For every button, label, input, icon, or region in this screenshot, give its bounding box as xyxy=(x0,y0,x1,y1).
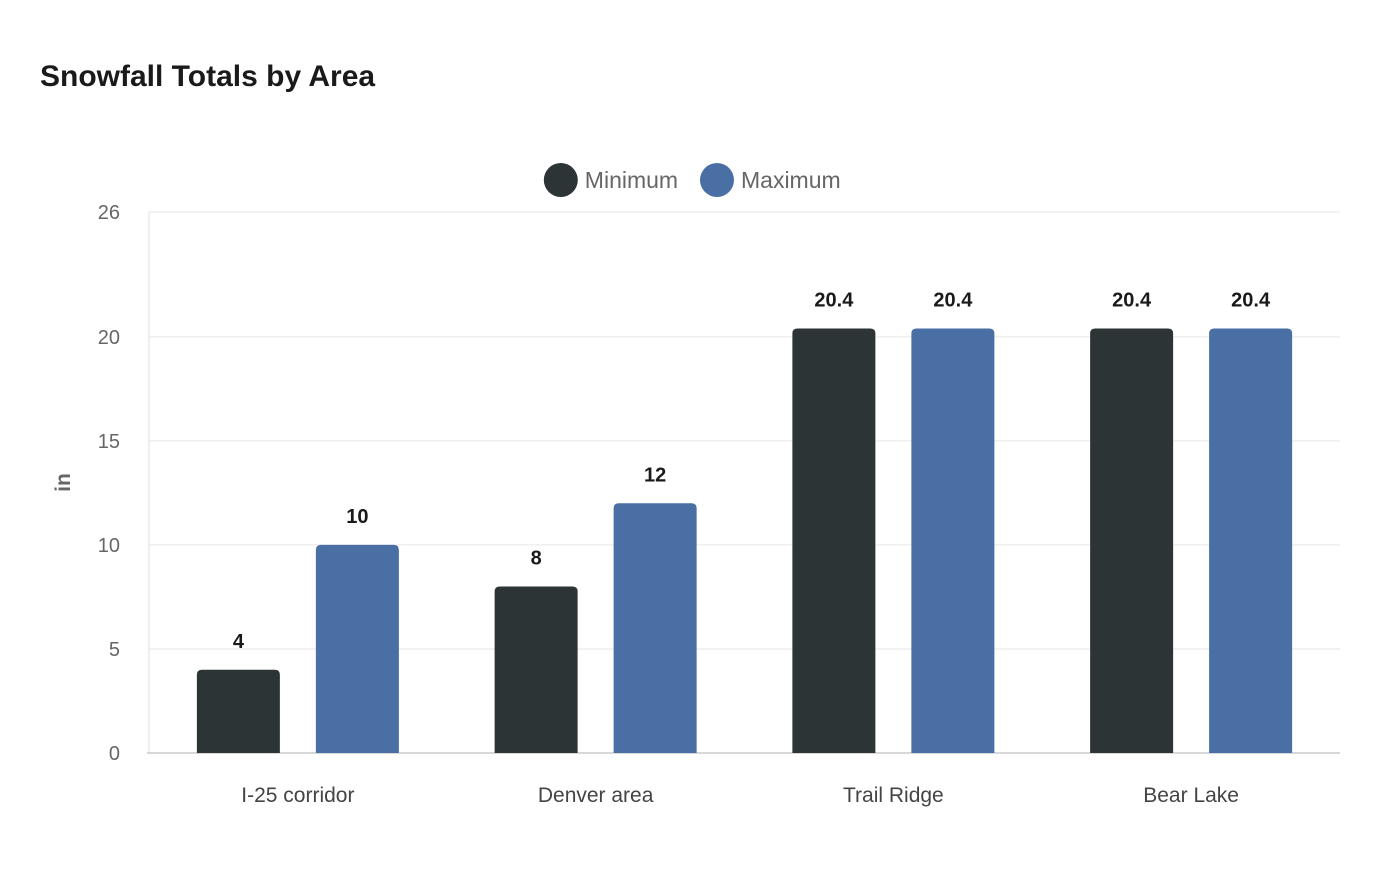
bar-value-label: 8 xyxy=(531,548,542,570)
bar-value-label: 20.4 xyxy=(1231,290,1271,312)
bar-minimum[interactable] xyxy=(792,328,876,753)
bar-minimum[interactable] xyxy=(1090,328,1174,753)
y-tick-label: 15 xyxy=(98,431,120,453)
y-tick-label: 20 xyxy=(98,327,120,349)
y-tick-label: 26 xyxy=(98,202,120,224)
legend-swatch xyxy=(543,163,578,197)
bar-value-label: 20.4 xyxy=(1112,290,1152,312)
bar-value-label: 4 xyxy=(233,631,245,653)
bar-value-label: 20.4 xyxy=(814,290,854,312)
y-tick-label: 10 xyxy=(98,535,120,557)
x-tick-label: Bear Lake xyxy=(1143,784,1239,807)
y-tick-label: 0 xyxy=(109,743,120,765)
bars xyxy=(196,328,1293,753)
bar-minimum[interactable] xyxy=(196,669,280,753)
y-tick-label: 5 xyxy=(109,639,120,661)
legend-item-minimum[interactable]: Minimum xyxy=(543,163,678,197)
bar-value-label: 12 xyxy=(644,464,666,486)
legend-label: Minimum xyxy=(585,167,678,193)
x-tick-label: I-25 corridor xyxy=(241,784,354,807)
bar-maximum[interactable] xyxy=(911,328,995,753)
legend-swatch xyxy=(700,163,734,197)
bar-value-label: 10 xyxy=(346,506,368,528)
x-tick-label: Denver area xyxy=(538,784,654,807)
bar-maximum[interactable] xyxy=(613,503,697,753)
bar-maximum[interactable] xyxy=(1209,328,1293,753)
bar-value-label: 20.4 xyxy=(933,290,973,312)
legend-item-maximum[interactable]: Maximum xyxy=(700,163,841,197)
y-axis-title: in xyxy=(52,473,75,492)
bar-maximum[interactable] xyxy=(315,544,399,753)
x-tick-label: Trail Ridge xyxy=(843,784,944,807)
legend-label: Maximum xyxy=(741,167,841,193)
chart-title: Snowfall Totals by Area xyxy=(40,60,376,93)
legend[interactable]: Minimum Maximum xyxy=(543,163,841,197)
bar-minimum[interactable] xyxy=(494,586,578,753)
data-labels: 4 10 8 12 20.4 20.4 20.4 20.4 xyxy=(233,290,1271,653)
